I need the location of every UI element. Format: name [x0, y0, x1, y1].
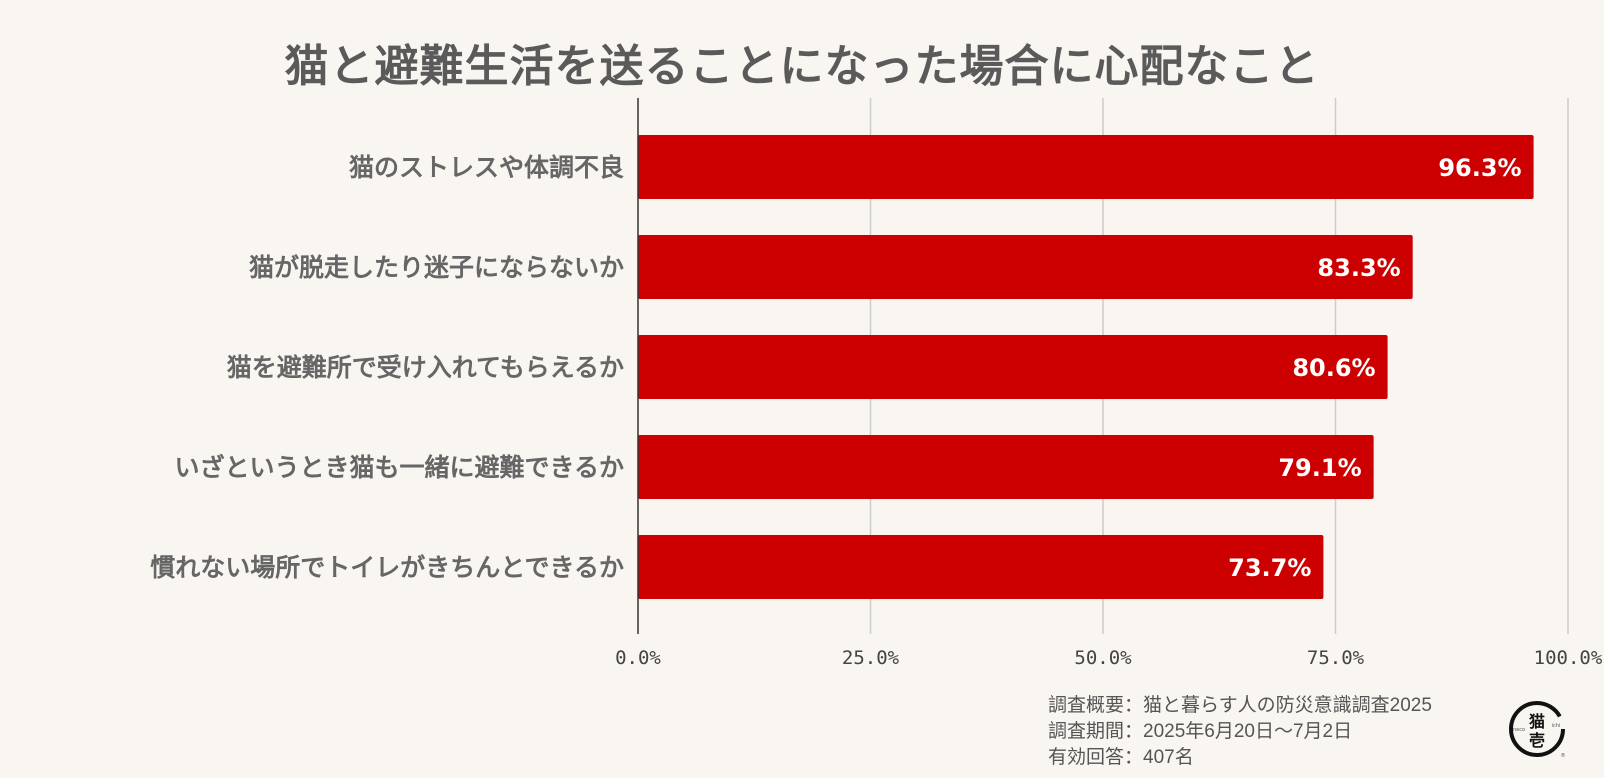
footnote-survey-name: 調査概要：猫と暮らす人の防災意識調査2025: [1048, 695, 1432, 716]
bar: [638, 235, 1413, 299]
category-label: いざというとき猫も一緒に避難できるか: [174, 453, 624, 482]
bar: [638, 135, 1534, 199]
logo-left-text: neco: [1513, 727, 1525, 733]
bars: 96.3% 83.3% 80.6% 79.1% 73.7%: [638, 135, 1534, 599]
axes: 0.0% 25.0% 50.0% 75.0% 100.0% 猫のストレスや体調不良猫が脱走…: [150, 98, 1603, 669]
bar-value-label: 83.3%: [1317, 254, 1400, 282]
survey-footnote: 調査概要：猫と暮らす人の防災意識調査2025 調査期間：2025年6月20日〜7…: [1048, 693, 1432, 771]
logo-char-bottom: 壱: [1529, 731, 1545, 750]
logo-registered-mark: ®: [1561, 752, 1566, 758]
x-tick-label: 50.0%: [1074, 647, 1132, 669]
x-tick-label: 0.0%: [615, 647, 661, 669]
bar: [638, 335, 1388, 399]
footnote-survey-period: 調査期間：2025年6月20日〜7月2日: [1048, 721, 1353, 742]
x-tick-label: 25.0%: [842, 647, 900, 669]
x-tick-label: 75.0%: [1307, 647, 1365, 669]
logo-char-top: 猫: [1529, 712, 1545, 731]
bar-value-label: 79.1%: [1278, 454, 1361, 482]
bar-value-label: 80.6%: [1292, 354, 1375, 382]
category-label: 猫のストレスや体調不良: [349, 153, 624, 182]
bar-value-label: 96.3%: [1438, 154, 1521, 182]
logo-ring: [1509, 701, 1565, 757]
chart-title: 猫と避難生活を送ることになった場合に心配なこと: [284, 41, 1320, 92]
bar-value-label: 73.7%: [1228, 554, 1311, 582]
category-label: 慣れない場所でトイレがきちんとできるか: [150, 553, 624, 582]
necoichi-logo-icon: 猫 壱 neco ichi ®: [1509, 701, 1566, 758]
category-label: 猫が脱走したり迷子にならないか: [249, 253, 624, 282]
logo-right-text: ichi: [1552, 723, 1561, 729]
bar: [638, 535, 1324, 599]
category-label: 猫を避難所で受け入れてもらえるか: [227, 353, 624, 382]
bar: [638, 435, 1374, 499]
footnote-respondents: 有効回答：407名: [1048, 747, 1194, 768]
x-tick-label: 100.0%: [1534, 647, 1603, 669]
